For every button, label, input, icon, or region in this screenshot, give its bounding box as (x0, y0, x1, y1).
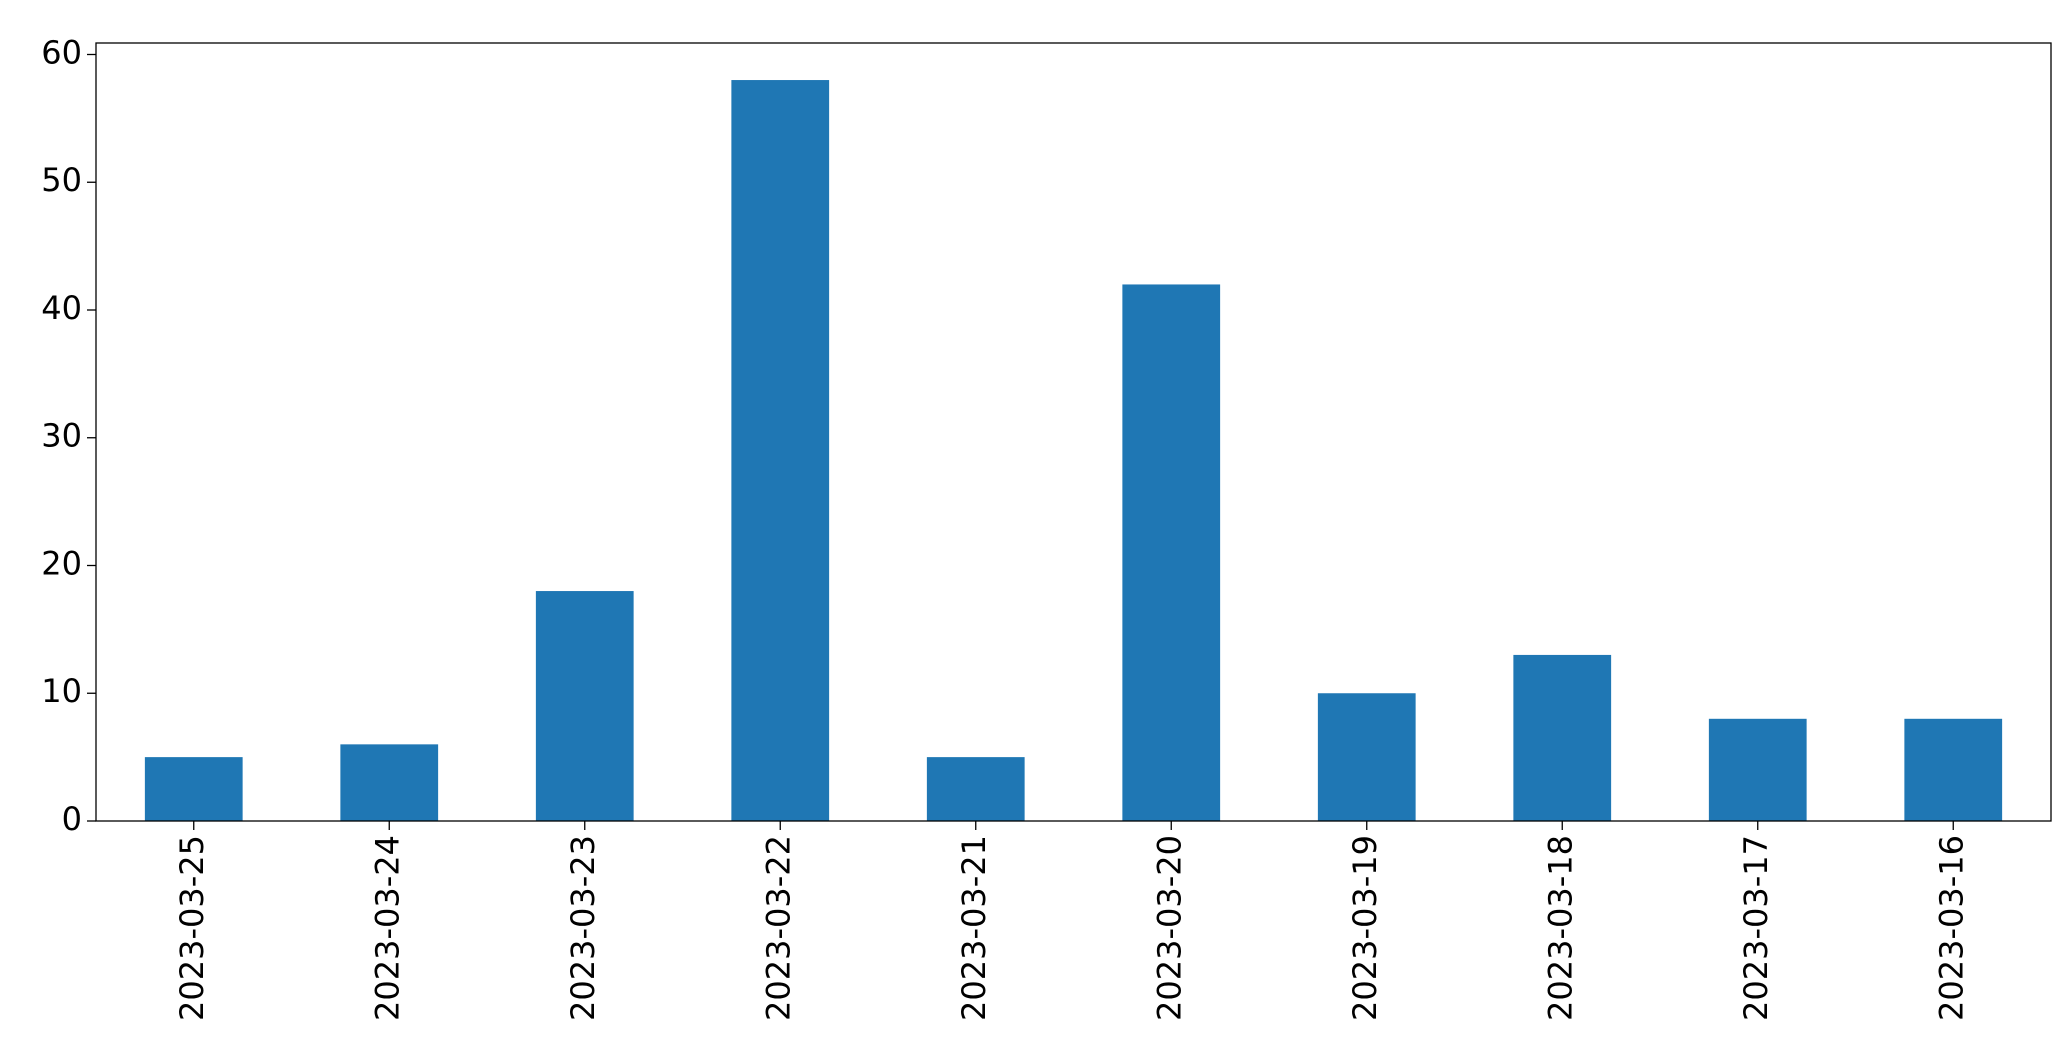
x-tick-label: 2023-03-16 (1932, 835, 1970, 1021)
bar (1513, 654, 1612, 821)
bar (1708, 718, 1807, 821)
x-tick-label: 2023-03-17 (1737, 835, 1775, 1021)
bar (535, 591, 634, 821)
x-tick-label: 2023-03-24 (368, 835, 406, 1021)
x-tick-label: 2023-03-20 (1150, 835, 1188, 1021)
bar (1317, 693, 1416, 821)
plot-frame (95, 42, 2052, 822)
bar (731, 80, 830, 822)
x-tick-label: 2023-03-18 (1541, 835, 1579, 1021)
bar (926, 757, 1025, 821)
x-tick-label: 2023-03-25 (173, 835, 211, 1021)
y-tick-label: 40 (41, 289, 82, 327)
bar (340, 744, 439, 821)
x-tick-label: 2023-03-22 (759, 835, 797, 1021)
y-tick-label: 10 (41, 672, 82, 710)
y-tick-label: 50 (41, 161, 82, 199)
y-tick-label: 0 (62, 800, 82, 838)
y-tick-label: 60 (41, 33, 82, 71)
x-tick-label: 2023-03-19 (1346, 835, 1384, 1021)
bar (144, 757, 243, 821)
y-tick-label: 30 (41, 417, 82, 455)
bar (1904, 718, 2003, 821)
x-tick-label: 2023-03-23 (564, 835, 602, 1021)
bar (1122, 284, 1221, 822)
x-tick-label: 2023-03-21 (955, 835, 993, 1021)
y-tick-label: 20 (41, 544, 82, 582)
